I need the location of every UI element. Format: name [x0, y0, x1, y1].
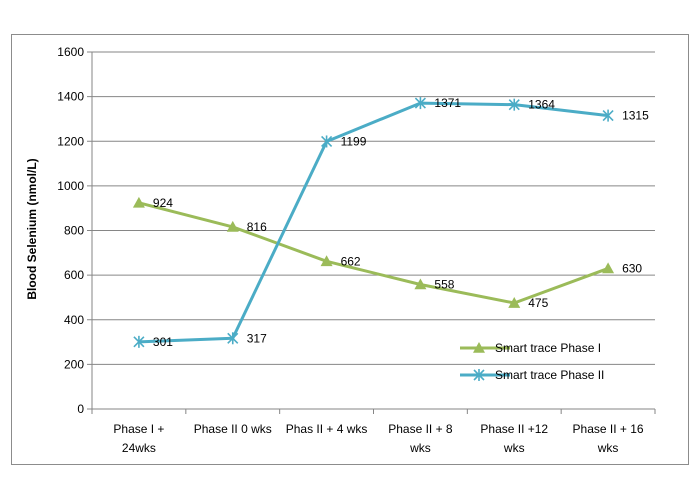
data-label: 1371: [434, 96, 461, 110]
data-label: 1199: [341, 134, 367, 148]
x-tick-label: Phase II + 16 wks: [573, 422, 644, 455]
data-label: 924: [153, 196, 173, 210]
series: [132, 97, 615, 348]
series-line: [138, 101, 609, 344]
x-tick-label: Phase II 0 wks: [194, 422, 272, 436]
data-labels: 924 816 662 558 475 630 301 317 1199 1371 1364 1315: [153, 96, 649, 349]
series-1: [132, 196, 615, 308]
chart-frame: [11, 34, 689, 465]
y-tick-label: 800: [64, 224, 84, 238]
x-tick-label: Phase II + 8 wks: [388, 422, 453, 455]
data-point: [508, 98, 520, 111]
data-point: [227, 332, 239, 345]
data-label: 475: [528, 296, 548, 310]
data-point: [226, 220, 239, 232]
data-point: [473, 342, 485, 353]
y-tick-label: 0: [77, 402, 84, 416]
data-point: [132, 196, 145, 208]
legend: Smart trace Phase I Smart trace Phase II: [460, 341, 604, 382]
x-tick-label: Phase II +12 wks: [480, 422, 548, 455]
y-tick-label: 1000: [57, 179, 84, 193]
legend-label: Smart trace Phase I: [495, 341, 601, 355]
y-tick-label: 1400: [57, 90, 84, 104]
legend-item: Smart trace Phase II: [460, 368, 604, 382]
y-tick-label: 1200: [57, 134, 84, 148]
y-tick-label: 1600: [57, 45, 84, 59]
data-point: [414, 278, 427, 290]
data-label: 630: [622, 261, 642, 275]
y-axis-title: Blood Selenium (nmol/L): [25, 158, 39, 299]
data-label: 317: [247, 331, 267, 345]
data-point: [320, 255, 333, 267]
gridlines: [92, 51, 655, 365]
y-tick-label: 200: [64, 357, 84, 371]
legend-label: Smart trace Phase II: [495, 368, 604, 382]
series-line: [138, 201, 609, 305]
data-point: [133, 335, 145, 348]
data-label: 1364: [528, 98, 555, 112]
data-point: [414, 97, 426, 110]
x-tick-label: Phase I +24wks: [113, 422, 164, 455]
data-point: [602, 262, 615, 274]
y-tick-label: 400: [64, 313, 84, 327]
data-label: 558: [434, 277, 454, 291]
series-2: [133, 97, 614, 348]
data-label: 1315: [622, 109, 649, 123]
data-point: [602, 109, 614, 122]
data-point: [508, 297, 521, 308]
data-point: [321, 135, 333, 148]
data-label: 816: [247, 220, 267, 234]
data-label: 301: [153, 335, 173, 349]
x-tick-labels: Phase I +24wks Phase II 0 wks Phas II + 4 …: [113, 422, 644, 455]
y-tick-label: 600: [64, 268, 84, 282]
x-tick-label: Phas II + 4 wks: [286, 422, 368, 436]
axes: [87, 51, 656, 414]
data-label: 662: [341, 254, 361, 268]
y-tick-labels: 0 200 400 600 800 1000 1200 1400 1600: [57, 45, 84, 416]
data-point: [473, 369, 485, 381]
legend-item: Smart trace Phase I: [460, 341, 601, 355]
